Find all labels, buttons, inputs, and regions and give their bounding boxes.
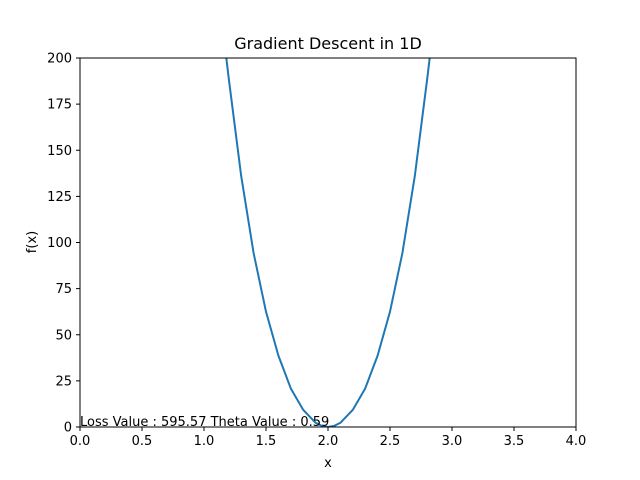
series-layer — [225, 58, 431, 427]
x-axis-label: x — [324, 456, 332, 471]
y-axis-ticks: 0 25 50 75 100 125 150 175 200 — [47, 52, 80, 436]
y-tick-label: 100 — [47, 236, 72, 251]
loss-curve-line — [225, 58, 431, 427]
x-tick-label: 2.0 — [318, 434, 339, 449]
y-tick-label: 175 — [47, 98, 72, 113]
y-tick-label: 50 — [55, 328, 72, 343]
x-tick-label: 1.5 — [256, 434, 277, 449]
chart-title: Gradient Descent in 1D — [234, 34, 422, 53]
loss-theta-annotation: Loss Value : 595.57 Theta Value : 0.59 — [80, 415, 329, 430]
x-tick-label: 3.5 — [504, 434, 525, 449]
x-tick-label: 1.0 — [194, 434, 215, 449]
x-tick-label: 2.5 — [380, 434, 401, 449]
x-tick-label: 3.0 — [442, 434, 463, 449]
y-tick-label: 75 — [55, 282, 72, 297]
x-tick-label: 0.5 — [132, 434, 153, 449]
y-tick-label: 25 — [55, 374, 72, 389]
y-tick-label: 125 — [47, 190, 72, 205]
y-tick-label: 200 — [47, 52, 72, 67]
x-axis-ticks: 0.0 0.5 1.0 1.5 2.0 2.5 3.0 3.5 4.0 — [70, 427, 587, 449]
x-tick-label: 4.0 — [566, 434, 587, 449]
axes-frame — [79, 57, 577, 428]
y-tick-label: 150 — [47, 144, 72, 159]
y-tick-label: 0 — [64, 421, 72, 436]
x-tick-label: 0.0 — [70, 434, 91, 449]
y-axis-label: f(x) — [25, 231, 40, 253]
